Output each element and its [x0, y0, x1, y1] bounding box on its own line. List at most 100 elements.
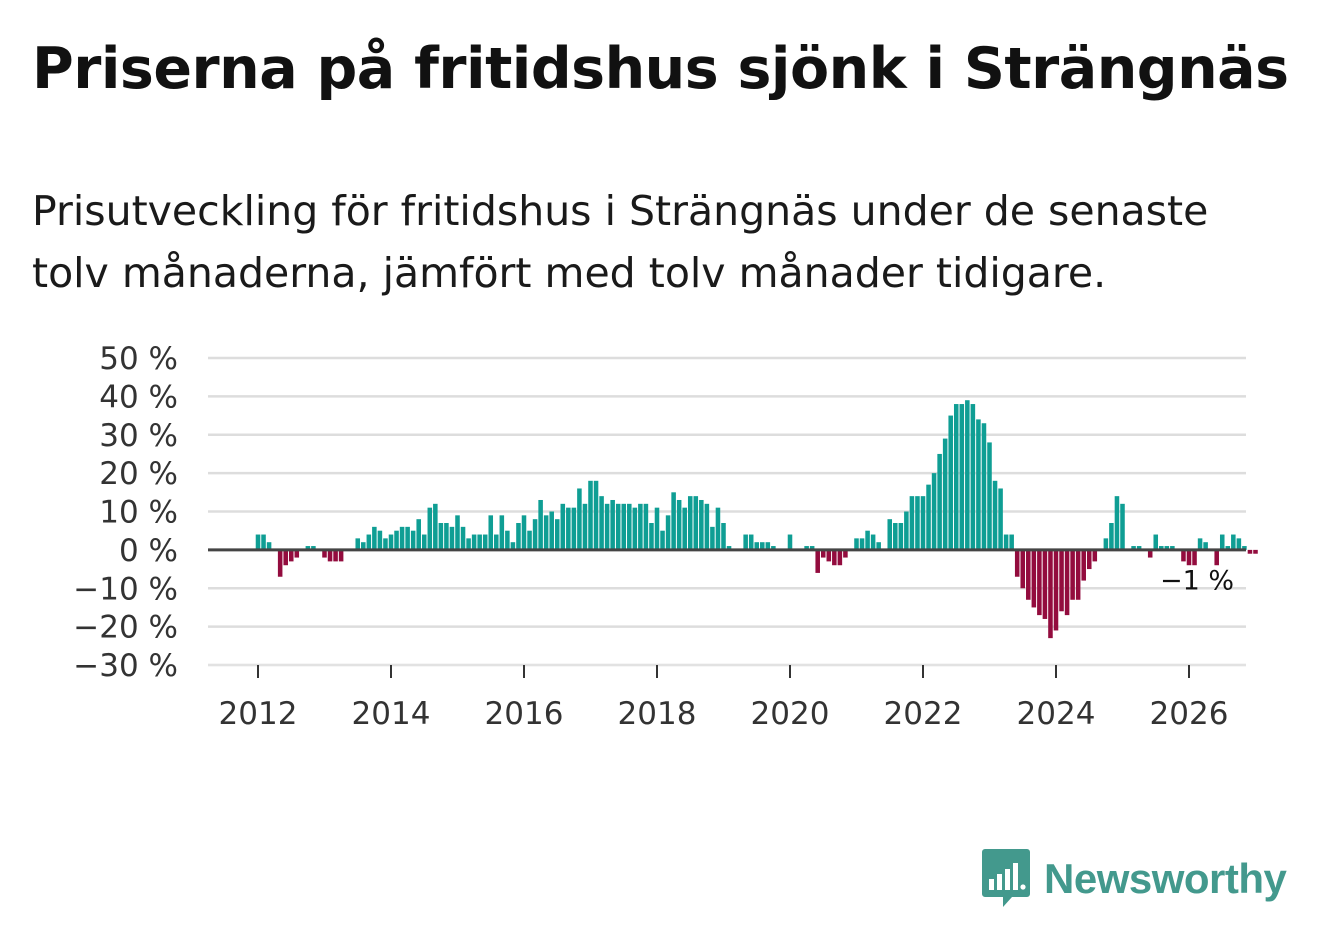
- bar: [532, 519, 538, 550]
- chart-subtitle: Prisutveckling för fritidshus i Strängnä…: [32, 187, 1209, 297]
- bar: [366, 534, 372, 550]
- x-tick-label: 2016: [485, 696, 564, 732]
- bar: [1014, 549, 1020, 577]
- bar: [571, 507, 577, 550]
- bar: [665, 515, 671, 550]
- bar: [1086, 549, 1092, 570]
- bar: [516, 523, 521, 550]
- bar: [1203, 542, 1208, 550]
- bar: [1070, 549, 1075, 600]
- bar: [726, 546, 732, 550]
- x-tick-label: 2024: [1017, 696, 1096, 732]
- bar: [355, 538, 361, 550]
- y-tick-label: −20 %: [73, 610, 178, 646]
- bar: [987, 442, 992, 550]
- bar-chart: 50 %40 %30 %20 %10 %0 %−10 %−20 %−30 % 2…: [73, 341, 1258, 732]
- bar: [1081, 549, 1086, 581]
- bar: [399, 526, 405, 550]
- bar: [577, 488, 582, 550]
- bar: [937, 453, 942, 550]
- bar: [992, 480, 998, 550]
- bar: [1114, 496, 1120, 550]
- bar: [1037, 549, 1042, 616]
- bar: [549, 511, 554, 550]
- bar: [693, 496, 699, 550]
- bar: [809, 546, 815, 550]
- bar: [1186, 549, 1192, 566]
- bar: [1147, 549, 1153, 558]
- bar: [815, 549, 820, 573]
- bar-chart-speech-bubble-icon: [982, 849, 1030, 907]
- bar: [510, 542, 516, 550]
- bar: [383, 538, 388, 550]
- bar: [1003, 534, 1009, 550]
- y-tick-label: −30 %: [73, 648, 178, 684]
- bar: [865, 530, 870, 550]
- bar: [887, 519, 893, 550]
- bar: [1075, 549, 1081, 600]
- bar: [854, 538, 859, 550]
- bar: [754, 542, 760, 550]
- bar: [1159, 546, 1164, 550]
- bar: [898, 523, 904, 550]
- bar: [654, 507, 660, 550]
- bar: [832, 549, 837, 566]
- bar: [765, 542, 771, 550]
- bar: [1192, 549, 1197, 566]
- bar: [671, 492, 676, 550]
- bar: [604, 503, 610, 550]
- bar: [1231, 534, 1236, 550]
- bar: [388, 534, 394, 550]
- bar: [588, 480, 593, 550]
- bar: [499, 515, 505, 550]
- bar: [543, 515, 549, 550]
- bar: [893, 523, 898, 550]
- bar: [405, 526, 410, 550]
- bar: [1031, 549, 1037, 608]
- last-value-label: −1 %: [1160, 565, 1234, 596]
- bar: [560, 503, 566, 550]
- bar: [826, 549, 832, 562]
- bar: [1181, 549, 1186, 562]
- bar: [322, 549, 327, 558]
- bar: [449, 526, 455, 550]
- bar: [926, 484, 931, 550]
- bar: [870, 534, 876, 550]
- bar: [965, 400, 970, 550]
- y-tick-label: 40 %: [99, 379, 178, 415]
- bar: [743, 534, 748, 550]
- bar: [1136, 546, 1142, 550]
- bar: [1214, 549, 1219, 566]
- bar: [627, 503, 632, 550]
- bar: [876, 542, 881, 550]
- bar: [1064, 549, 1070, 616]
- bar: [976, 419, 981, 550]
- bar: [527, 530, 532, 550]
- bar: [715, 507, 721, 550]
- bar: [333, 549, 338, 562]
- bar: [1253, 549, 1258, 554]
- bar: [760, 542, 765, 550]
- bar: [438, 523, 444, 550]
- bar: [255, 534, 261, 550]
- bar: [710, 526, 715, 550]
- bar: [1009, 534, 1014, 550]
- bar: [615, 503, 621, 550]
- bar: [915, 496, 920, 550]
- bar: [471, 534, 477, 550]
- bar: [1225, 546, 1231, 550]
- bar: [1092, 549, 1098, 562]
- bar: [981, 423, 987, 550]
- bar: [288, 549, 294, 562]
- bar: [1053, 549, 1059, 631]
- newsworthy-logo: Newsworthy: [982, 849, 1287, 909]
- bar: [294, 549, 300, 558]
- bar: [599, 496, 604, 550]
- bar: [1170, 546, 1175, 550]
- bar: [953, 404, 959, 550]
- bar: [859, 538, 865, 550]
- bar: [593, 480, 599, 550]
- bar: [444, 523, 449, 550]
- bar: [1048, 549, 1053, 639]
- bar: [643, 503, 649, 550]
